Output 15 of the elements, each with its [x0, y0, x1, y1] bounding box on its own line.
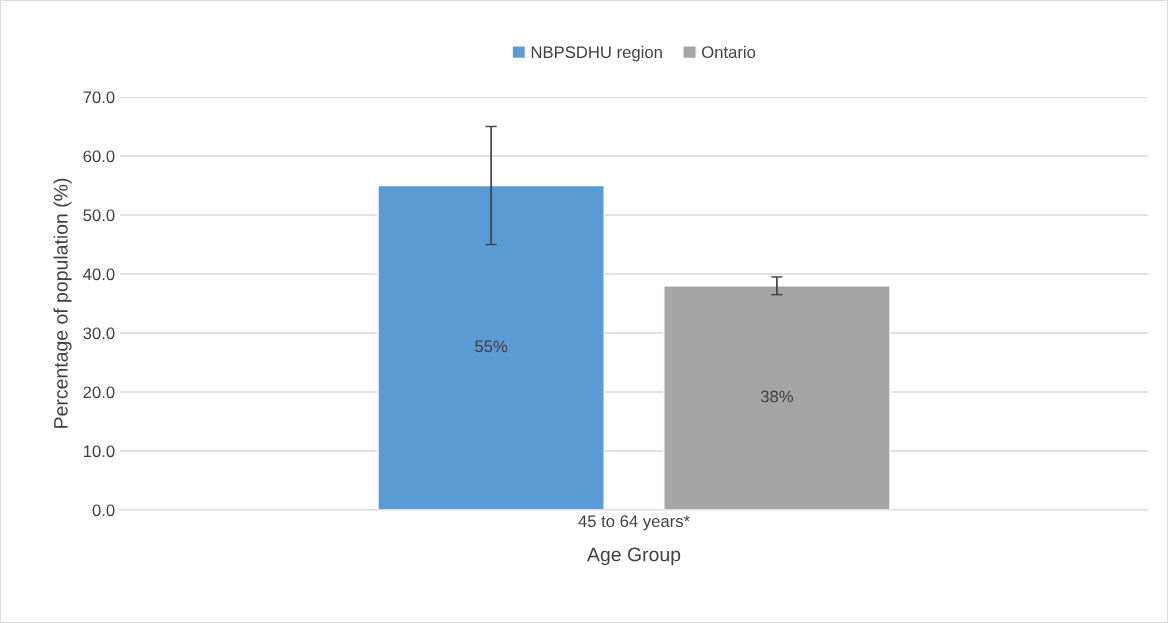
legend-label: NBPSDHU region	[531, 45, 662, 62]
y-axis-title: Percentage of population (%)	[53, 178, 72, 428]
y-tick-label: 20.0	[83, 386, 115, 399]
y-tick-label: 50.0	[83, 209, 115, 222]
x-tick-label: 45 to 64 years*	[578, 515, 690, 531]
data-label: 55%	[475, 340, 508, 353]
y-tick-label: 10.0	[83, 445, 115, 458]
y-tick-label: 70.0	[83, 91, 115, 104]
y-tick-label: 30.0	[83, 327, 115, 340]
y-tick-label: 40.0	[83, 268, 115, 281]
legend-label: Ontario	[702, 45, 756, 59]
data-label: 38%	[760, 390, 793, 403]
x-axis-title: Age Group	[587, 547, 681, 566]
y-tick-label: 60.0	[83, 150, 115, 163]
y-tick-label: 0.0	[92, 504, 115, 517]
